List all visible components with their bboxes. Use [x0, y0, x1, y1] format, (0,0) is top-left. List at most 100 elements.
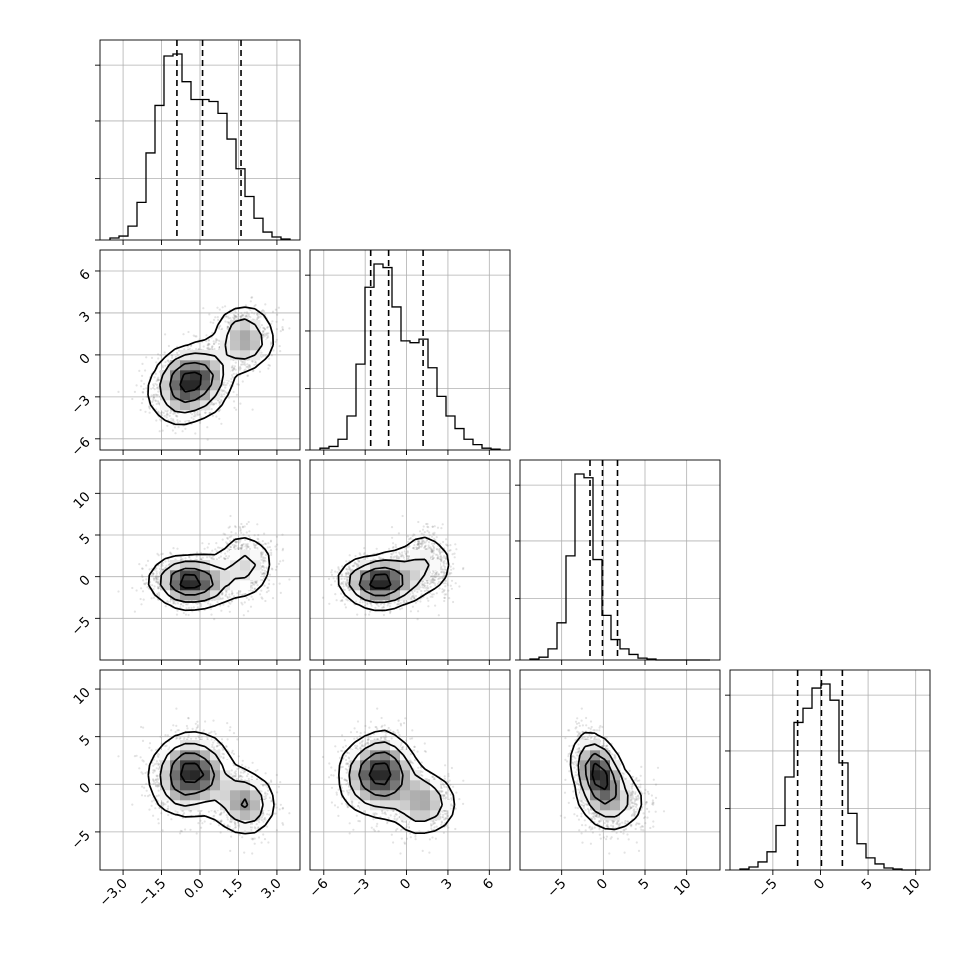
scatter-point: [256, 547, 259, 550]
density-cell: [230, 340, 241, 351]
scatter-point: [239, 315, 242, 318]
scatter-point: [221, 306, 224, 309]
scatter-point: [228, 555, 231, 558]
scatter-point: [253, 580, 256, 584]
plot-area: [117, 296, 291, 441]
scatter-point: [264, 599, 267, 603]
scatter-point: [261, 543, 264, 546]
scatter-point: [153, 393, 156, 396]
scatter-point: [240, 312, 243, 315]
scatter-point: [192, 418, 195, 421]
scatter-point: [260, 596, 263, 599]
density-cell: [190, 400, 201, 411]
scatter-point: [220, 393, 223, 396]
scatter-point: [236, 318, 239, 321]
scatter-point: [196, 606, 199, 609]
scatter-point: [227, 605, 230, 608]
scatter-point: [202, 307, 205, 310]
scatter-point: [188, 555, 191, 558]
scatter-point: [235, 540, 238, 543]
scatter-point: [156, 580, 159, 584]
scatter-point: [229, 539, 232, 543]
scatter-point: [231, 368, 234, 372]
scatter-point: [203, 547, 206, 550]
scatter-point: [275, 328, 278, 331]
scatter-point: [193, 411, 196, 414]
scatter-point: [261, 572, 264, 575]
scatter-point: [221, 390, 224, 393]
density-cell: [170, 380, 181, 391]
scatter-point: [237, 547, 240, 550]
scatter-point: [140, 379, 143, 382]
scatter-point: [141, 567, 144, 570]
scatter-point: [247, 367, 250, 370]
scatter-point: [282, 318, 285, 321]
scatter-point: [265, 571, 268, 574]
scatter-point: [262, 561, 265, 564]
scatter-point: [260, 324, 263, 327]
scatter-point: [263, 584, 266, 587]
scatter-point: [156, 585, 160, 588]
scatter-point: [223, 384, 226, 387]
scatter-point: [240, 531, 243, 535]
density-cell: [220, 360, 231, 371]
scatter-point: [161, 561, 165, 565]
scatter-point: [226, 325, 229, 329]
scatter-point: [254, 546, 257, 549]
histogram-panel-1: [305, 249, 511, 455]
scatter-point: [247, 598, 250, 601]
scatter-point: [174, 432, 177, 435]
scatter-point: [226, 325, 230, 328]
scatter-point: [255, 581, 258, 584]
scatter-point: [266, 336, 269, 340]
scatter-point: [226, 537, 229, 540]
scatter-point: [258, 313, 261, 316]
density-cell: [200, 380, 211, 391]
scatter-point: [224, 315, 228, 318]
scatter-point: [160, 414, 163, 417]
scatter-point: [274, 545, 277, 548]
scatter-point: [148, 405, 151, 408]
scatter-point: [244, 315, 247, 318]
scatter-point: [225, 383, 228, 387]
scatter-point: [226, 327, 229, 330]
scatter-point: [252, 582, 255, 586]
scatter-point: [219, 604, 222, 607]
scatter-point: [152, 577, 156, 580]
scatter-point: [247, 545, 250, 548]
scatter-point: [247, 545, 250, 549]
scatter-point: [157, 390, 160, 393]
scatter-point: [254, 580, 257, 583]
scatter-point: [245, 544, 248, 547]
scatter-point: [241, 526, 244, 529]
scatter-point: [145, 564, 148, 567]
scatter-point: [249, 300, 252, 303]
density-cell: [190, 350, 201, 361]
scatter-point: [261, 333, 264, 336]
scatter-point: [173, 412, 176, 415]
scatter-point: [263, 327, 266, 330]
scatter-point: [269, 539, 273, 542]
scatter-point: [159, 354, 162, 357]
scatter-point: [215, 337, 218, 341]
scatter-point: [238, 547, 241, 550]
scatter-point: [148, 411, 151, 414]
scatter-point: [213, 618, 216, 621]
scatter-point: [235, 315, 238, 318]
scatter-point: [232, 390, 235, 394]
scatter-point: [261, 553, 264, 556]
scatter-point: [248, 364, 251, 367]
scatter-point: [227, 317, 230, 320]
scatter-point: [227, 379, 230, 382]
scatter-point: [253, 544, 256, 547]
scatter-point: [267, 586, 270, 589]
scatter-point: [152, 397, 155, 400]
scatter-point: [200, 416, 203, 419]
scatter-point: [263, 328, 266, 331]
scatter-point: [199, 605, 203, 608]
scatter-point: [168, 414, 171, 417]
scatter-point: [241, 314, 244, 317]
scatter-point: [217, 546, 220, 549]
scatter-point: [152, 384, 156, 387]
